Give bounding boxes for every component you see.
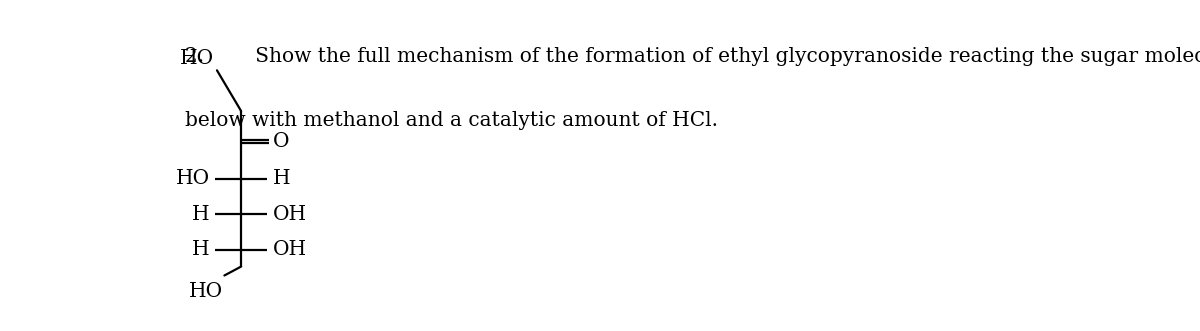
Text: HO: HO xyxy=(175,169,210,188)
Text: OH: OH xyxy=(272,205,307,224)
Text: H: H xyxy=(272,169,290,188)
Text: HO: HO xyxy=(188,282,222,301)
Text: H: H xyxy=(192,205,210,224)
Text: O: O xyxy=(272,132,289,151)
Text: H: H xyxy=(192,241,210,260)
Text: OH: OH xyxy=(272,241,307,260)
Text: below with methanol and a catalytic amount of HCl.: below with methanol and a catalytic amou… xyxy=(185,111,719,130)
Text: 2.        Show the full mechanism of the formation of ethyl glycopyranoside reac: 2. Show the full mechanism of the format… xyxy=(185,47,1200,67)
Text: HO: HO xyxy=(180,49,214,68)
